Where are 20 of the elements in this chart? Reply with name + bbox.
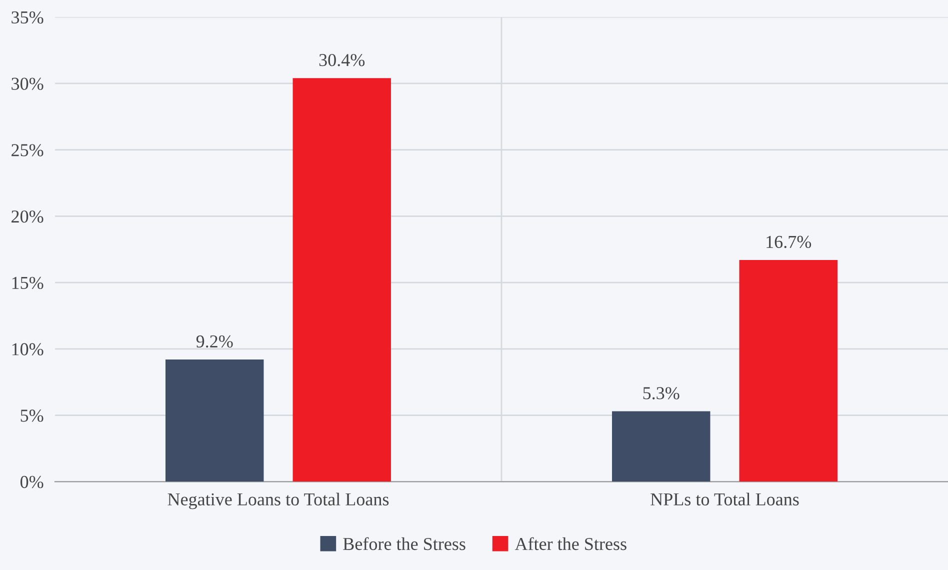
y-tick-label: 15% xyxy=(12,276,44,290)
bar xyxy=(612,411,710,482)
bar xyxy=(739,260,838,482)
data-label: 30.4% xyxy=(319,54,365,66)
legend-label: Before the Stress xyxy=(343,537,466,550)
legend-label: After the Stress xyxy=(514,537,626,550)
data-label: 5.3% xyxy=(643,387,680,400)
y-tick-label: 20% xyxy=(12,210,44,223)
data-label: 16.7% xyxy=(766,236,812,248)
y-tick-label: 10% xyxy=(12,343,44,356)
x-tick-label: Negative Loans to Total Loans xyxy=(168,492,389,510)
data-label: 9.2% xyxy=(196,335,233,348)
y-tick-label: 5% xyxy=(20,410,44,422)
x-tick-label: NPLs to Total Loans xyxy=(650,492,799,506)
bar xyxy=(292,78,391,482)
y-tick-label: 25% xyxy=(12,144,44,156)
y-tick-label: 0% xyxy=(20,476,44,488)
y-tick-label: 35% xyxy=(12,11,44,24)
bar xyxy=(165,360,264,482)
y-tick-label: 30% xyxy=(12,78,44,90)
